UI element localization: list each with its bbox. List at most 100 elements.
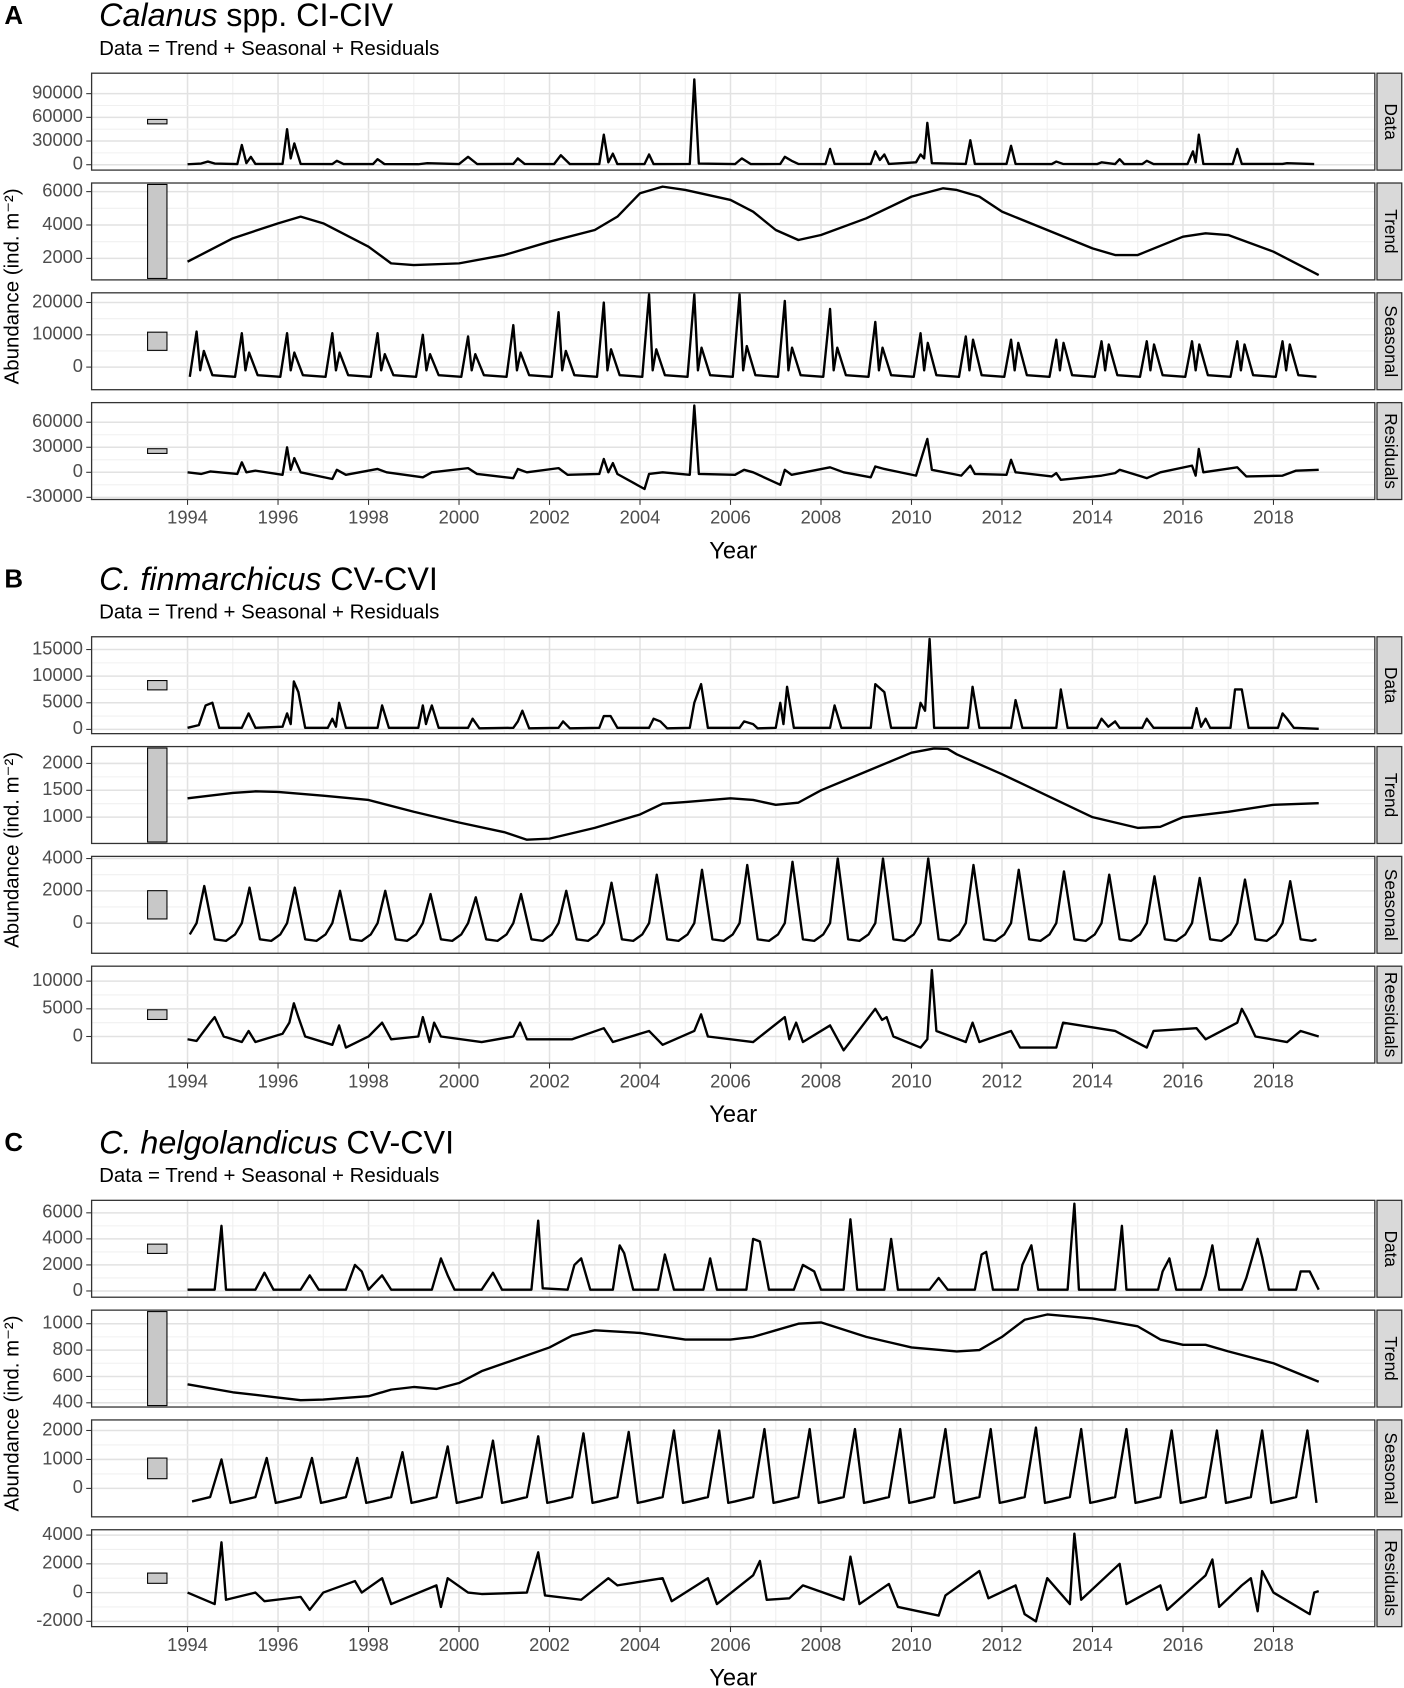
strip-label: Reesiduals (1381, 972, 1401, 1057)
scale-bar (147, 118, 168, 125)
panel-border (90, 1419, 1376, 1518)
strip (1376, 1529, 1403, 1628)
x-axis-title: Year (709, 1666, 757, 1688)
title-italic: Calanus (99, 0, 217, 33)
x-tick-label: 2010 (891, 507, 932, 528)
panel-background (91, 966, 1375, 1064)
y-tick-label: 20000 (32, 290, 83, 311)
strip-label: Trend (1381, 773, 1401, 817)
x-tick-label: 2002 (529, 1070, 570, 1091)
panel-border (90, 745, 1376, 845)
y-tick-label: 0 (73, 153, 83, 174)
x-tick-label: 1994 (167, 507, 208, 528)
strip-label: Trend (1381, 1336, 1401, 1380)
strip-label: Seasonal (1381, 305, 1401, 377)
y-tick-label: 2000 (42, 1552, 83, 1573)
x-tick-label: 2018 (1253, 1070, 1294, 1091)
x-tick-label: 1998 (348, 1070, 389, 1091)
series-line (187, 1313, 1320, 1402)
x-tick-label: 2012 (982, 1070, 1023, 1091)
x-tick-label: 2004 (620, 1070, 661, 1091)
y-tick-label: 1000 (42, 1312, 83, 1333)
panel-label: A (4, 2, 23, 30)
series-line (187, 968, 1320, 1052)
y-tick-label: 2000 (42, 1418, 83, 1439)
x-tick-label: 2004 (620, 1634, 661, 1655)
panel-border (90, 636, 1376, 735)
chart-title: C. helgolandicus CV-CVI (99, 1124, 454, 1160)
scale-bar (147, 1243, 168, 1254)
y-tick-label: 15000 (32, 637, 83, 658)
panel-border (90, 292, 1376, 391)
x-tick-label: 2000 (439, 1070, 480, 1091)
scale-bar (147, 680, 168, 691)
y-tick-label: 90000 (32, 81, 83, 102)
chart-title: C. finmarchicus CV-CVI (99, 560, 438, 596)
strip-label: Trend (1381, 209, 1401, 253)
x-tick-label: 2002 (529, 507, 570, 528)
strip-label: Data (1381, 103, 1401, 140)
panel-border (90, 1309, 1376, 1408)
y-axis-title: Abundance (ind. m⁻²) (0, 188, 23, 384)
strip (1376, 745, 1403, 845)
strip (1376, 1199, 1403, 1298)
y-tick-label: 800 (52, 1338, 83, 1359)
strip-label: Seasonal (1381, 1432, 1401, 1504)
panel-background (91, 636, 1375, 734)
x-tick-label: 2008 (801, 507, 842, 528)
subtitle: Data = Trend + Seasonal + Residuals (99, 600, 439, 623)
y-tick-label: 5000 (42, 997, 83, 1018)
y-tick-label: 5000 (42, 691, 83, 712)
y-tick-label: 30000 (32, 129, 83, 150)
strip-label: Residuals (1381, 1540, 1401, 1616)
series-line (188, 857, 1317, 943)
y-tick-label: 4000 (42, 1227, 83, 1248)
subtitle: Data = Trend + Seasonal + Residuals (99, 1164, 439, 1187)
x-tick-label: 2006 (710, 1634, 751, 1655)
y-tick-label: 1000 (42, 805, 83, 826)
title-italic: C. helgolandicus (99, 1124, 338, 1160)
strip-label: Data (1381, 1231, 1401, 1268)
y-axis-title: Abundance (ind. m⁻²) (0, 752, 23, 948)
panel-background (91, 183, 1375, 280)
series-line (187, 1202, 1320, 1291)
x-tick-label: 2018 (1253, 507, 1294, 528)
y-tick-label: 600 (52, 1364, 83, 1385)
strip-label: Seasonal (1381, 869, 1401, 941)
x-tick-label: 2014 (1072, 1070, 1113, 1091)
x-tick-label: 1998 (348, 507, 389, 528)
x-tick-label: 2010 (891, 1070, 932, 1091)
x-axis-title: Year (709, 539, 757, 565)
scale-bar (147, 890, 168, 920)
x-tick-label: 2000 (439, 1634, 480, 1655)
x-tick-label: 1996 (258, 1634, 299, 1655)
panel-label: C (4, 1129, 23, 1157)
panel-border (90, 1529, 1376, 1628)
strip (1376, 401, 1403, 501)
panel-background (91, 402, 1375, 500)
y-tick-label: 10000 (32, 969, 83, 990)
scale-bar (147, 183, 168, 279)
x-tick-label: 2008 (801, 1634, 842, 1655)
x-tick-label: 1996 (258, 507, 299, 528)
y-tick-label: 0 (73, 717, 83, 738)
title-rest: CV-CVI (330, 560, 438, 596)
panel-border (90, 965, 1376, 1064)
x-tick-label: 2016 (1163, 1634, 1204, 1655)
title-rest: spp. CI-CIV (226, 0, 393, 33)
scale-bar (147, 1572, 168, 1584)
strip (1376, 965, 1403, 1064)
scale-bar (147, 1457, 168, 1480)
y-tick-label: -2000 (36, 1609, 83, 1630)
strip (1376, 292, 1403, 391)
y-tick-label: 0 (73, 911, 83, 932)
y-tick-label: 4000 (42, 846, 83, 867)
y-tick-label: 2000 (42, 1253, 83, 1274)
x-tick-label: 2004 (620, 507, 661, 528)
x-tick-label: 1994 (167, 1634, 208, 1655)
x-tick-label: 2016 (1163, 1070, 1204, 1091)
title-italic: C. finmarchicus (99, 560, 321, 596)
strip-label: Data (1381, 667, 1401, 704)
y-tick-label: 2000 (42, 751, 83, 772)
